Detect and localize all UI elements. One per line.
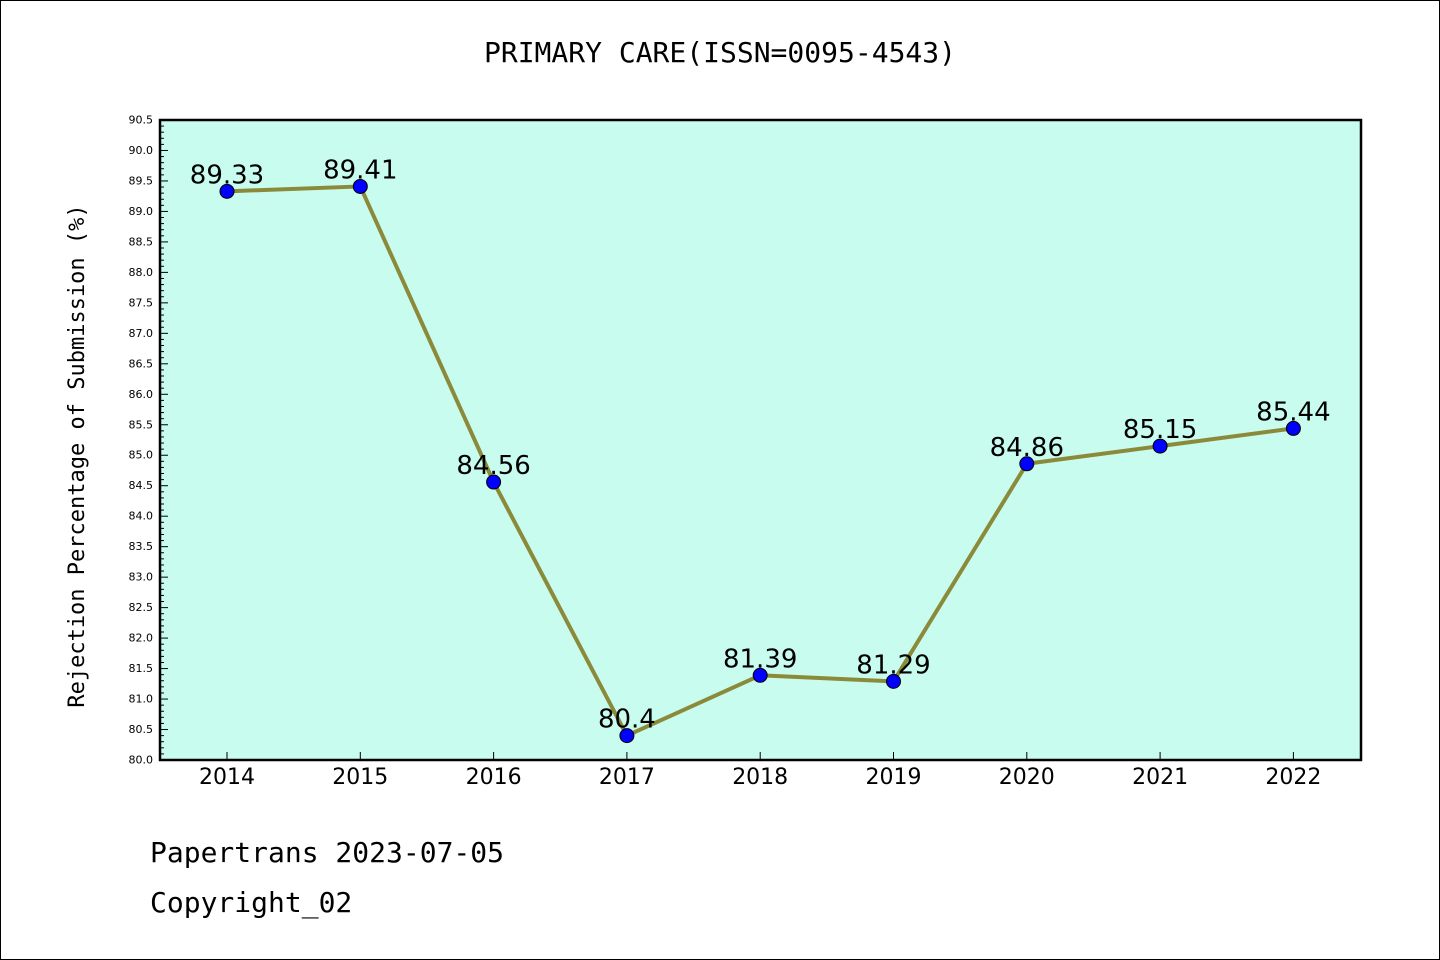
footer-date: Papertrans 2023-07-05 bbox=[150, 836, 505, 869]
data-point bbox=[352, 178, 368, 194]
y-tick-label: 88.0 bbox=[129, 266, 154, 279]
data-point bbox=[486, 474, 502, 490]
x-axis: 2014 2015 2016 2017 2018 2019 2020 2021 2022 bbox=[199, 752, 1321, 790]
data-label: 84.56 bbox=[456, 451, 530, 481]
y-tick-label: 83.0 bbox=[129, 571, 154, 584]
data-label: 89.33 bbox=[190, 160, 264, 190]
y-tick-label: 87.0 bbox=[129, 327, 154, 340]
y-tick-label: 89.5 bbox=[129, 174, 154, 187]
data-label: 81.39 bbox=[723, 644, 797, 674]
y-axis-label: Rejection Percentage of Submission (%) bbox=[65, 204, 90, 707]
y-tick-label: 85.0 bbox=[129, 449, 154, 462]
y-tick-label: 81.5 bbox=[129, 662, 154, 675]
data-point bbox=[886, 673, 901, 689]
x-tick-label: 2021 bbox=[1132, 765, 1188, 790]
y-tick-label: 83.5 bbox=[129, 540, 154, 553]
x-tick-label: 2016 bbox=[466, 765, 522, 790]
data-label: 84.86 bbox=[990, 433, 1064, 463]
y-tick-label: 80.5 bbox=[129, 723, 154, 736]
y-tick-label: 82.5 bbox=[129, 601, 154, 614]
footer-copyright: Copyright_02 bbox=[150, 886, 353, 919]
x-tick-label: 2022 bbox=[1265, 765, 1321, 790]
x-tick-label: 2020 bbox=[999, 765, 1055, 790]
data-markers bbox=[219, 178, 1301, 744]
y-tick-label: 81.0 bbox=[129, 693, 154, 706]
x-tick-label: 2019 bbox=[866, 765, 922, 790]
x-tick-label: 2015 bbox=[332, 765, 388, 790]
data-point bbox=[1152, 438, 1168, 454]
y-tick-label: 90.0 bbox=[129, 144, 154, 157]
data-label: 80.4 bbox=[598, 705, 656, 735]
data-point bbox=[1285, 420, 1301, 436]
y-tick-label: 89.0 bbox=[129, 205, 154, 218]
y-tick-label: 80.0 bbox=[129, 754, 154, 767]
data-label: 81.29 bbox=[856, 650, 930, 680]
y-tick-label: 87.5 bbox=[129, 296, 154, 309]
chart-title: PRIMARY CARE(ISSN=0095-4543) bbox=[483, 36, 956, 69]
data-point bbox=[619, 728, 635, 744]
y-axis: 80.0 80.5 81.0 81.5 82.0 82.5 83.0 83.5 84.0 84.5… bbox=[129, 114, 168, 767]
y-tick-label: 84.5 bbox=[129, 479, 154, 492]
data-label: 85.15 bbox=[1123, 415, 1197, 445]
y-tick-label: 82.0 bbox=[129, 632, 154, 645]
y-tick-label: 90.5 bbox=[129, 114, 154, 127]
data-labels: 89.33 89.41 84.56 80.4 81.39 81.29 84.86 85.15 8… bbox=[190, 155, 1331, 734]
y-tick-label: 86.0 bbox=[129, 388, 154, 401]
x-tick-label: 2017 bbox=[599, 765, 655, 790]
data-point bbox=[219, 183, 235, 199]
data-point bbox=[1019, 456, 1035, 472]
y-tick-label: 84.0 bbox=[129, 510, 154, 523]
y-tick-label: 88.5 bbox=[129, 235, 154, 248]
x-tick-label: 2018 bbox=[732, 765, 788, 790]
data-point bbox=[752, 667, 768, 683]
y-tick-label: 86.5 bbox=[129, 357, 154, 370]
y-tick-label: 85.5 bbox=[129, 418, 154, 431]
x-tick-label: 2014 bbox=[199, 765, 255, 790]
data-label: 85.44 bbox=[1256, 397, 1330, 427]
data-label: 89.41 bbox=[323, 155, 397, 185]
